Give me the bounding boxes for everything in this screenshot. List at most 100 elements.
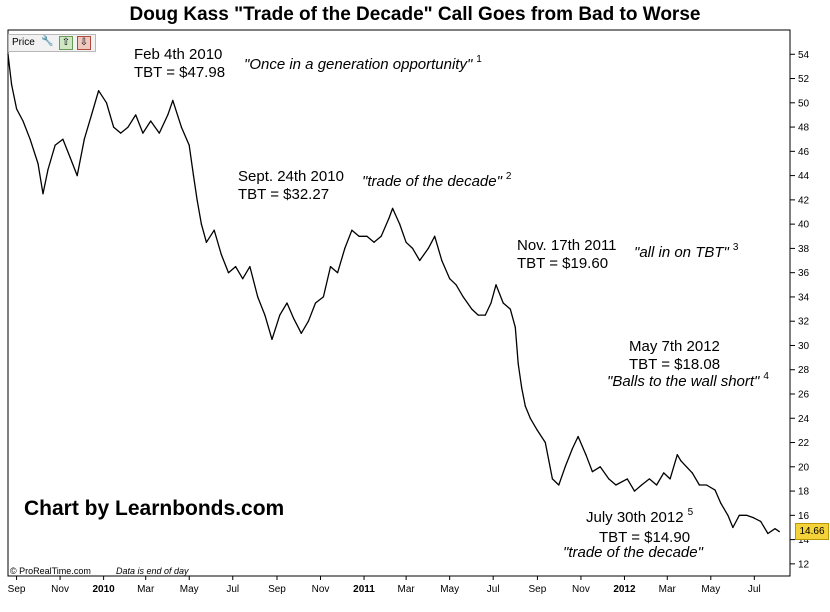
x-tick-label: Mar	[398, 584, 416, 595]
price-data-point	[180, 126, 182, 128]
price-data-point	[544, 441, 546, 444]
annotation-3-price: TBT = $19.60	[517, 255, 609, 272]
annotation-3-quote-block: "all in on TBT" 3	[634, 242, 738, 264]
price-data-point	[745, 514, 748, 516]
price-data-point	[434, 235, 436, 237]
price-data-point	[196, 199, 198, 201]
y-tick-label: 20	[798, 462, 810, 473]
price-data-point	[135, 114, 137, 116]
x-tick-label: Mar	[659, 584, 677, 595]
annotation-2-quote: "trade of the decade"	[362, 173, 502, 190]
price-data-point	[655, 484, 658, 486]
price-data-point	[62, 138, 64, 140]
price-data-point	[615, 484, 617, 486]
price-data-point	[188, 144, 190, 146]
price-data-point	[10, 84, 13, 86]
price-data-point	[366, 235, 368, 237]
x-axis: Sep Nov 2010 Mar May Jul Sep Nov 2011 Mar May Jul Se…	[8, 576, 761, 595]
price-data-point	[760, 520, 762, 523]
price-data-point	[314, 302, 317, 304]
price-data-point	[514, 326, 516, 328]
x-tick-label: 2011	[353, 584, 375, 595]
annotation-1-price: TBT = $47.98	[134, 64, 226, 81]
price-data-point	[150, 120, 152, 122]
annotation-5-quote: "trade of the decade"	[563, 544, 703, 561]
x-tick-label: Nov	[51, 584, 69, 595]
price-data-point	[564, 466, 566, 468]
y-tick-label: 32	[798, 317, 810, 328]
price-data-point	[158, 132, 160, 134]
y-tick-label: 18	[798, 487, 810, 498]
price-data-point	[663, 472, 665, 474]
price-data-point	[337, 272, 339, 274]
price-data-point	[502, 302, 504, 304]
annotation-5-price: TBT = $14.90	[599, 529, 691, 546]
price-data-point	[388, 217, 390, 219]
y-tick-label: 48	[798, 123, 810, 134]
price-data-point	[411, 247, 414, 249]
annotation-1-ref: 1	[476, 54, 482, 65]
price-data-point	[608, 478, 610, 480]
price-data-point	[685, 466, 688, 468]
y-tick-label: 50	[798, 98, 810, 109]
price-data-point	[648, 478, 651, 480]
annotation-2-date: Sept. 24th 2010	[238, 168, 344, 185]
price-data-point	[257, 296, 259, 298]
price-data-point	[127, 126, 129, 128]
price-data-point	[558, 484, 560, 486]
y-tick-label: 22	[798, 438, 810, 449]
price-data-point	[220, 253, 222, 256]
annotation-4-date: May 7th 2012	[629, 338, 720, 355]
price-data-point	[142, 132, 144, 134]
arrow-down-icon[interactable]: ⇩	[77, 36, 91, 50]
wrench-icon[interactable]: 🔧	[41, 36, 54, 47]
annotation-3-date: Nov. 17th 2011	[517, 237, 617, 254]
price-data-point	[329, 266, 332, 268]
price-data-point	[529, 417, 531, 419]
annotation-5-date: July 30th 2012	[586, 509, 684, 526]
price-data-point	[753, 517, 755, 519]
price-data-point	[626, 478, 628, 480]
price-data-point	[90, 114, 93, 116]
annotation-3-quote: "all in on TBT"	[634, 244, 729, 261]
price-data-point	[167, 114, 169, 116]
price-data-point	[120, 132, 122, 134]
price-data-point	[427, 247, 429, 249]
x-tick-label: Jul	[487, 584, 500, 595]
x-tick-label: Jul	[226, 584, 239, 595]
last-price-badge: 14.66	[795, 523, 829, 540]
y-tick-label: 28	[798, 365, 810, 376]
x-tick-label: May	[440, 584, 459, 595]
price-data-point	[227, 272, 230, 274]
price-data-point	[732, 526, 734, 529]
price-data-point	[477, 314, 479, 316]
price-data-point	[351, 229, 353, 231]
price-data-point	[279, 314, 281, 316]
price-data-point	[676, 454, 678, 456]
price-data-point	[495, 284, 497, 286]
annotation-4-quote-block: "Balls to the wall short" 4	[607, 371, 769, 393]
price-data-point	[242, 278, 244, 280]
price-data-point	[76, 175, 78, 177]
price-data-point	[105, 102, 108, 104]
arrow-up-icon[interactable]: ⇧	[59, 36, 73, 50]
annotation-2-ref: 2	[505, 171, 512, 182]
price-data-point	[286, 302, 288, 304]
price-data-point	[484, 314, 486, 316]
price-data-point	[29, 138, 31, 140]
price-data-point	[509, 308, 511, 310]
annotation-1-quote-block: "Once in a generation opportunity" 1	[244, 54, 482, 76]
x-tick-label: May	[180, 584, 199, 595]
y-tick-label: 12	[798, 559, 810, 570]
x-tick-label: Nov	[572, 584, 590, 595]
price-data-point	[380, 235, 382, 237]
price-data-point	[322, 296, 324, 298]
price-data-point	[462, 296, 464, 298]
price-data-point	[307, 320, 309, 322]
price-data-point	[577, 435, 579, 438]
price-toolbar: Price 🔧 ⇧ ⇩	[8, 34, 96, 52]
y-tick-label: 44	[798, 171, 810, 182]
annotation-2-block: Sept. 24th 2010 TBT = $32.27	[238, 168, 344, 204]
y-tick-label: 42	[798, 195, 810, 206]
